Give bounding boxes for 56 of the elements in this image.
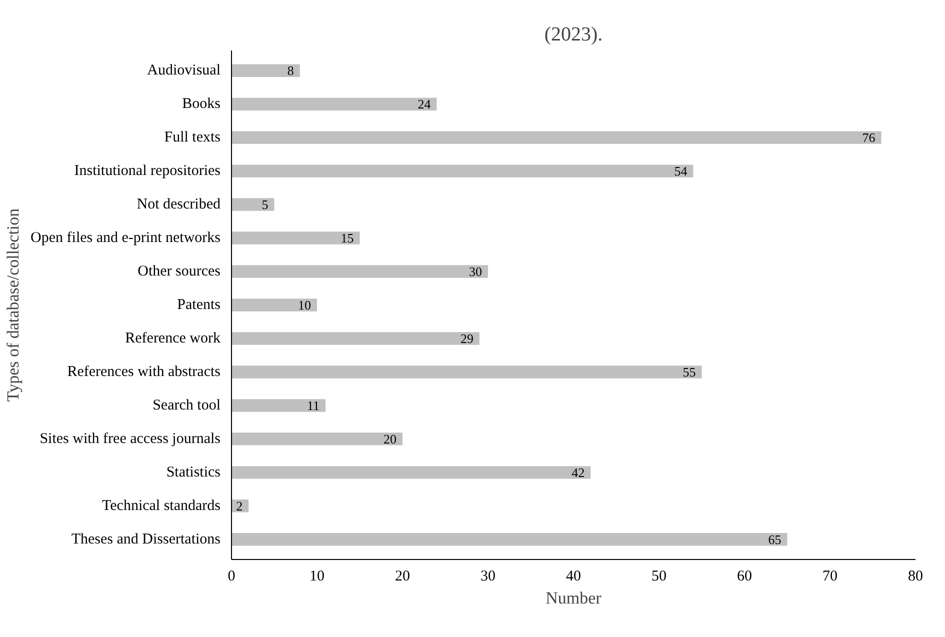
x-tick-label: 10 bbox=[310, 568, 324, 584]
y-tick-label: Reference work bbox=[125, 330, 221, 346]
x-tick-label: 80 bbox=[908, 568, 923, 584]
y-tick-label: Search tool bbox=[152, 397, 221, 414]
bar bbox=[232, 131, 882, 144]
x-axis-title: Number bbox=[546, 588, 602, 608]
y-tick-label: Not described bbox=[136, 196, 221, 213]
y-tick-label: Theses and Dissertations bbox=[71, 531, 221, 548]
data-label: 55 bbox=[682, 364, 696, 380]
bar bbox=[232, 399, 326, 412]
bar bbox=[232, 298, 317, 312]
bar bbox=[232, 366, 702, 378]
data-label: 42 bbox=[572, 464, 585, 480]
y-tick-label: Institutional repositories bbox=[74, 163, 221, 180]
bar bbox=[232, 232, 360, 244]
bar bbox=[232, 466, 591, 479]
data-label: 76 bbox=[862, 130, 876, 146]
x-tick-label: 50 bbox=[652, 568, 666, 584]
bar bbox=[232, 332, 480, 345]
data-label: 20 bbox=[384, 431, 396, 446]
y-tick-label: Statistics bbox=[166, 464, 221, 480]
y-tick-label: Other sources bbox=[138, 264, 221, 280]
y-tick-label: References with abstracts bbox=[67, 364, 221, 380]
bar bbox=[232, 265, 488, 278]
data-label: 15 bbox=[340, 230, 354, 246]
data-label: 24 bbox=[418, 96, 432, 112]
x-tick-label: 0 bbox=[228, 568, 236, 584]
data-label: 8 bbox=[287, 63, 294, 78]
data-label: 29 bbox=[460, 330, 474, 346]
x-tick-label: 20 bbox=[395, 568, 410, 584]
text: (2023). bbox=[544, 24, 603, 46]
y-tick-label: Patents bbox=[177, 297, 221, 313]
data-label: 2 bbox=[236, 498, 243, 514]
data-label: 65 bbox=[768, 532, 782, 547]
x-tick-label: 40 bbox=[566, 568, 581, 584]
x-tick-label: 70 bbox=[822, 568, 838, 584]
x-tick-label: 60 bbox=[737, 568, 752, 584]
y-tick-label: Sites with free access journals bbox=[40, 430, 221, 447]
bar bbox=[232, 432, 402, 446]
y-tick-label: Open files and e-print networks bbox=[30, 230, 221, 246]
y-axis-title: Types of database/collection bbox=[4, 208, 23, 402]
y-tick-label: Full texts bbox=[164, 130, 221, 146]
bar bbox=[232, 64, 300, 77]
data-label: 54 bbox=[674, 164, 688, 179]
data-label: 10 bbox=[298, 298, 311, 312]
data-label: 5 bbox=[262, 197, 268, 212]
bar bbox=[232, 198, 274, 211]
data-label: 11 bbox=[307, 398, 320, 413]
x-tick-label: 30 bbox=[480, 568, 496, 584]
y-tick-label: Audiovisual bbox=[147, 62, 221, 79]
data-label: 30 bbox=[469, 264, 482, 280]
bar bbox=[232, 164, 694, 178]
y-tick-label: Books bbox=[182, 96, 221, 112]
bar bbox=[232, 98, 437, 110]
y-tick-label: Technical standards bbox=[102, 498, 221, 514]
bar bbox=[232, 533, 788, 546]
